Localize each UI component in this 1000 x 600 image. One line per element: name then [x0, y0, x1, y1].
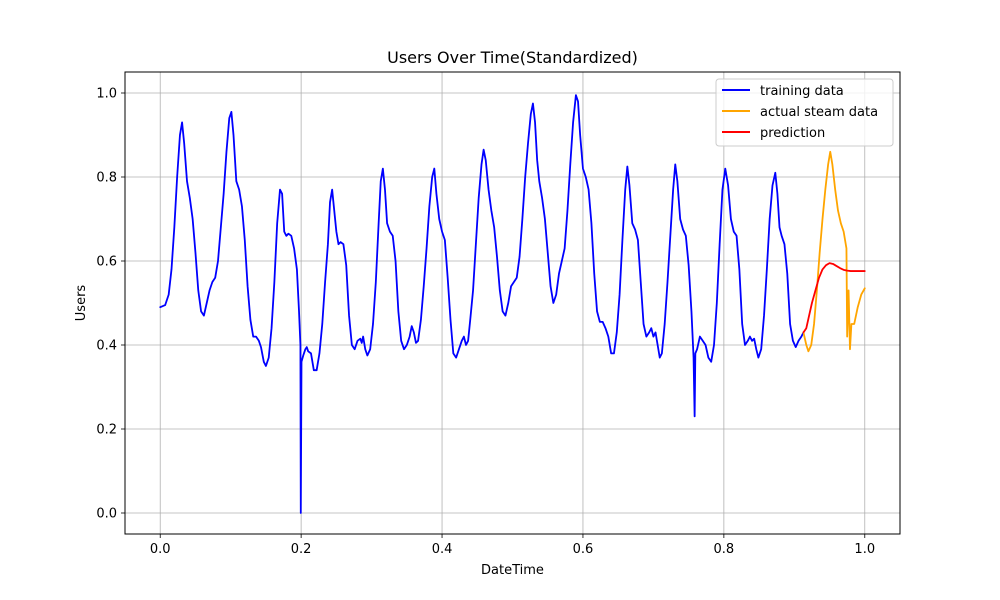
y-axis-label: Users — [74, 285, 89, 322]
y-tick-label: 0.6 — [96, 255, 117, 270]
series-line-prediction — [802, 262, 866, 334]
series-line-training-data — [159, 94, 805, 514]
x-tick-label: 0.4 — [432, 542, 453, 557]
series-line-actual-steam-data — [802, 150, 866, 353]
series-lines — [159, 94, 866, 514]
x-axis-label: DateTime — [481, 563, 544, 578]
y-tick-label: 0.0 — [96, 507, 117, 522]
legend-label-actual-steam-data: actual steam data — [760, 105, 878, 120]
y-tick-label: 0.2 — [96, 423, 117, 438]
legend-label-prediction: prediction — [760, 126, 825, 141]
x-tick-label: 0.6 — [573, 542, 594, 557]
plot-frame — [124, 71, 901, 535]
x-tick-label: 1.0 — [854, 542, 875, 557]
x-tick-label: 0.0 — [150, 542, 171, 557]
grid-lines — [125, 72, 900, 534]
legend-box — [715, 78, 894, 147]
legend: training data actual steam data predicti… — [715, 78, 894, 147]
y-tick-label: 0.4 — [96, 339, 117, 354]
chart-title: Users Over Time(Standardized) — [387, 48, 638, 67]
x-tick-label: 0.2 — [291, 542, 312, 557]
legend-label-training-data: training data — [760, 84, 844, 99]
y-tick-label: 0.8 — [96, 171, 117, 186]
axis-ticks: 0.0 0.2 0.4 0.6 0.8 1.0 0.0 0.2 0.4 0.6 0.8 1.0 — [96, 87, 875, 558]
y-tick-label: 1.0 — [96, 87, 117, 102]
x-tick-label: 0.8 — [714, 542, 735, 557]
